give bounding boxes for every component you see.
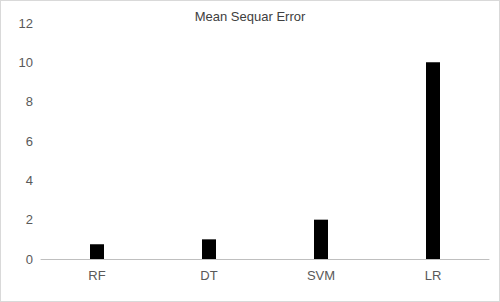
svg-text:Mean Sequar Error: Mean Sequar Error [195, 9, 306, 24]
svg-text:2: 2 [26, 212, 33, 227]
svg-text:4: 4 [26, 173, 33, 188]
svg-text:SVM: SVM [307, 268, 335, 283]
svg-text:LR: LR [425, 268, 442, 283]
svg-text:RF: RF [88, 268, 105, 283]
svg-text:DT: DT [200, 268, 217, 283]
svg-text:8: 8 [26, 94, 33, 109]
svg-text:6: 6 [26, 134, 33, 149]
svg-text:0: 0 [26, 252, 33, 267]
svg-text:10: 10 [19, 55, 33, 70]
svg-text:12: 12 [19, 16, 33, 31]
